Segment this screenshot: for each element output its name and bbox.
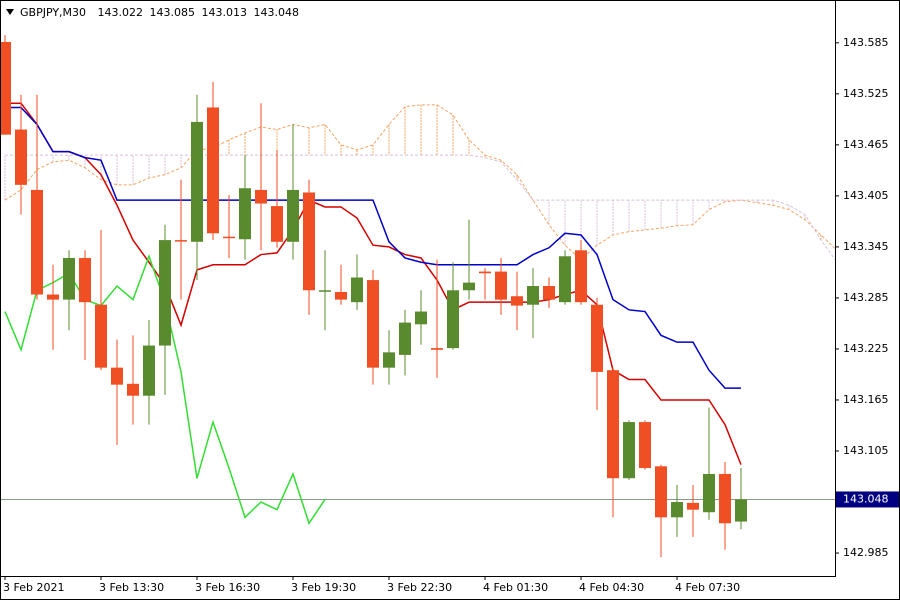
candle-body xyxy=(175,240,187,242)
candle-body xyxy=(31,189,43,295)
x-tick-label: 3 Feb 2021 xyxy=(3,581,64,594)
candle-body xyxy=(79,257,91,303)
candle-body xyxy=(143,345,155,396)
x-tick-label: 3 Feb 22:30 xyxy=(387,581,452,594)
cloud-span xyxy=(5,154,835,261)
candle-body xyxy=(671,502,683,518)
y-tick-label: 143.105 xyxy=(843,444,889,457)
candle-body xyxy=(367,280,379,368)
candle-body xyxy=(479,271,491,274)
candle-body xyxy=(431,348,443,350)
candle-body xyxy=(255,189,267,204)
candle-body xyxy=(575,250,587,303)
candle-body xyxy=(719,473,731,524)
candle-body xyxy=(655,466,667,518)
price-label-box xyxy=(836,491,899,508)
y-tick-label: 143.345 xyxy=(843,240,889,253)
candle-body xyxy=(239,188,251,240)
candle-body xyxy=(1,41,11,135)
candle-body xyxy=(351,277,363,303)
candle-body xyxy=(191,121,203,242)
x-tick-label: 3 Feb 16:30 xyxy=(195,581,260,594)
y-tick-label: 143.405 xyxy=(843,189,889,202)
candle-body xyxy=(335,291,347,300)
header-low: 143.013 xyxy=(202,6,248,19)
x-tick-label: 3 Feb 19:30 xyxy=(291,581,356,594)
candle-body xyxy=(447,290,459,349)
candle-body xyxy=(607,370,619,479)
y-tick-label: 143.465 xyxy=(843,138,889,151)
candle-body xyxy=(159,240,171,346)
cloud-span xyxy=(4,104,835,261)
menu-triangle xyxy=(6,9,14,15)
price-label: 143.048 xyxy=(843,492,889,505)
candle-body xyxy=(543,286,555,300)
candle-body xyxy=(527,286,539,305)
y-tick-label: 143.225 xyxy=(843,342,889,355)
candle-body xyxy=(639,422,651,469)
candle-body xyxy=(47,294,59,300)
x-tick-label: 4 Feb 04:30 xyxy=(579,581,644,594)
x-tick-label: 4 Feb 01:30 xyxy=(483,581,548,594)
candle-body xyxy=(703,473,715,513)
candle-body xyxy=(223,236,235,239)
candle-body xyxy=(559,256,571,303)
candle-body xyxy=(591,304,603,372)
header: GBPJPY,M30 143.022 143.085 143.013 143.0… xyxy=(20,6,299,19)
indicator-line xyxy=(5,106,741,389)
candle-body xyxy=(511,296,523,306)
candle-body xyxy=(271,206,283,242)
x-tick-label: 3 Feb 13:30 xyxy=(99,581,164,594)
candle-body xyxy=(111,367,123,385)
y-tick-label: 142.985 xyxy=(843,546,889,559)
plot-frame xyxy=(0,0,836,577)
candle-body xyxy=(319,290,331,292)
x-tick-label: 4 Feb 07:30 xyxy=(675,581,740,594)
candle-body xyxy=(287,189,299,242)
candle-body xyxy=(415,311,427,325)
header-close: 143.048 xyxy=(254,6,300,19)
y-tick-label: 143.585 xyxy=(843,36,889,49)
candle-body xyxy=(735,499,747,522)
candle-body xyxy=(15,129,27,185)
candle-body xyxy=(495,271,507,300)
candle-body xyxy=(687,502,699,510)
candle-body xyxy=(399,322,411,355)
header-open: 143.022 xyxy=(98,6,144,19)
y-tick-label: 143.165 xyxy=(843,393,889,406)
candle-body xyxy=(95,304,107,368)
candle-body xyxy=(383,352,395,368)
candle-body xyxy=(303,192,315,291)
candle-body xyxy=(463,282,475,291)
y-tick-label: 143.285 xyxy=(843,291,889,304)
candle-body xyxy=(63,257,75,300)
candle-body xyxy=(207,107,219,234)
header-high: 143.085 xyxy=(150,6,196,19)
symbol: GBPJPY,M30 xyxy=(20,6,86,19)
plot-area xyxy=(1,35,835,558)
y-tick-label: 143.525 xyxy=(843,87,889,100)
candle-body xyxy=(623,422,635,479)
candle-body xyxy=(127,383,139,396)
